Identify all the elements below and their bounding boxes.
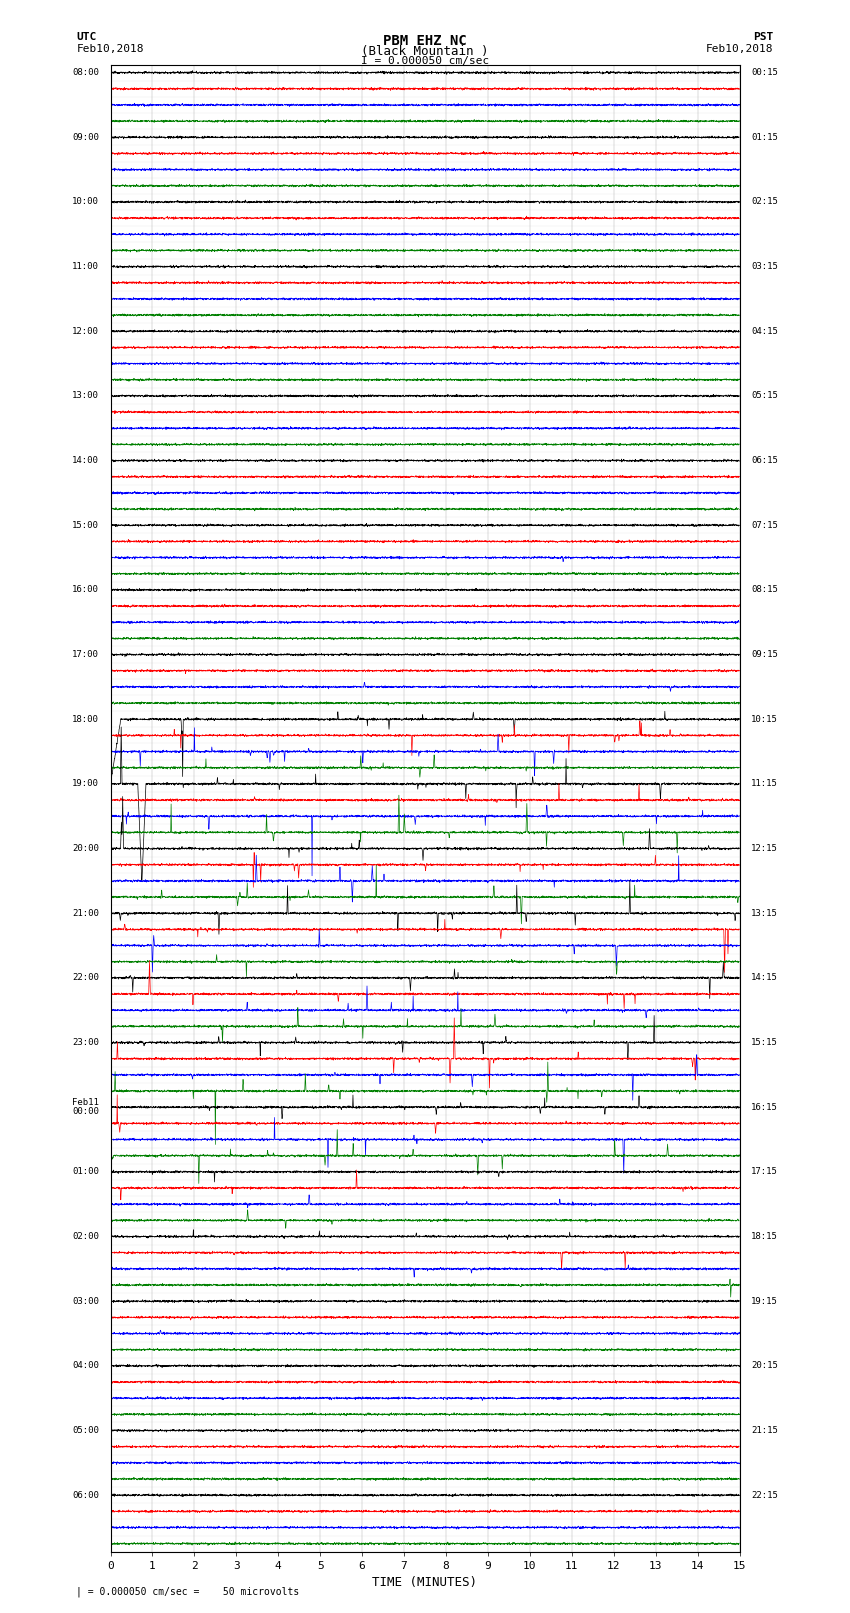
Text: 09:15: 09:15 [751,650,778,660]
Text: 20:00: 20:00 [72,844,99,853]
Text: 17:00: 17:00 [72,650,99,660]
Text: (Black Mountain ): (Black Mountain ) [361,45,489,58]
Text: 05:15: 05:15 [751,392,778,400]
Text: 12:15: 12:15 [751,844,778,853]
Text: 09:00: 09:00 [72,132,99,142]
Text: 01:15: 01:15 [751,132,778,142]
Text: 16:00: 16:00 [72,586,99,594]
Text: 15:15: 15:15 [751,1039,778,1047]
Text: 08:00: 08:00 [72,68,99,77]
Text: 04:15: 04:15 [751,327,778,336]
Text: 16:15: 16:15 [751,1103,778,1111]
Text: 06:15: 06:15 [751,456,778,465]
Text: 08:15: 08:15 [751,586,778,594]
Text: 02:00: 02:00 [72,1232,99,1240]
Text: 18:00: 18:00 [72,715,99,724]
Text: 13:15: 13:15 [751,908,778,918]
Text: 20:15: 20:15 [751,1361,778,1371]
Text: 00:15: 00:15 [751,68,778,77]
Text: 22:00: 22:00 [72,973,99,982]
Text: 01:00: 01:00 [72,1168,99,1176]
Text: 10:00: 10:00 [72,197,99,206]
Text: 21:15: 21:15 [751,1426,778,1436]
Text: Feb10,2018: Feb10,2018 [76,44,144,53]
Text: 22:15: 22:15 [751,1490,778,1500]
Text: 18:15: 18:15 [751,1232,778,1240]
Text: 14:00: 14:00 [72,456,99,465]
Text: PST: PST [753,32,774,42]
Text: 11:00: 11:00 [72,261,99,271]
Text: 04:00: 04:00 [72,1361,99,1371]
Text: UTC: UTC [76,32,97,42]
Text: 02:15: 02:15 [751,197,778,206]
Text: I = 0.000050 cm/sec: I = 0.000050 cm/sec [361,56,489,66]
Text: PBM EHZ NC: PBM EHZ NC [383,34,467,48]
Text: 15:00: 15:00 [72,521,99,529]
Text: 11:15: 11:15 [751,779,778,789]
Text: 19:15: 19:15 [751,1297,778,1305]
Text: 14:15: 14:15 [751,973,778,982]
X-axis label: TIME (MINUTES): TIME (MINUTES) [372,1576,478,1589]
Text: 06:00: 06:00 [72,1490,99,1500]
Text: 23:00: 23:00 [72,1039,99,1047]
Text: | = 0.000050 cm/sec =    50 microvolts: | = 0.000050 cm/sec = 50 microvolts [76,1586,300,1597]
Text: 05:00: 05:00 [72,1426,99,1436]
Text: 19:00: 19:00 [72,779,99,789]
Text: 13:00: 13:00 [72,392,99,400]
Text: 03:00: 03:00 [72,1297,99,1305]
Text: 12:00: 12:00 [72,327,99,336]
Text: 10:15: 10:15 [751,715,778,724]
Text: 03:15: 03:15 [751,261,778,271]
Text: 07:15: 07:15 [751,521,778,529]
Text: 21:00: 21:00 [72,908,99,918]
Text: 17:15: 17:15 [751,1168,778,1176]
Text: Feb10,2018: Feb10,2018 [706,44,774,53]
Text: Feb11
00:00: Feb11 00:00 [72,1098,99,1116]
